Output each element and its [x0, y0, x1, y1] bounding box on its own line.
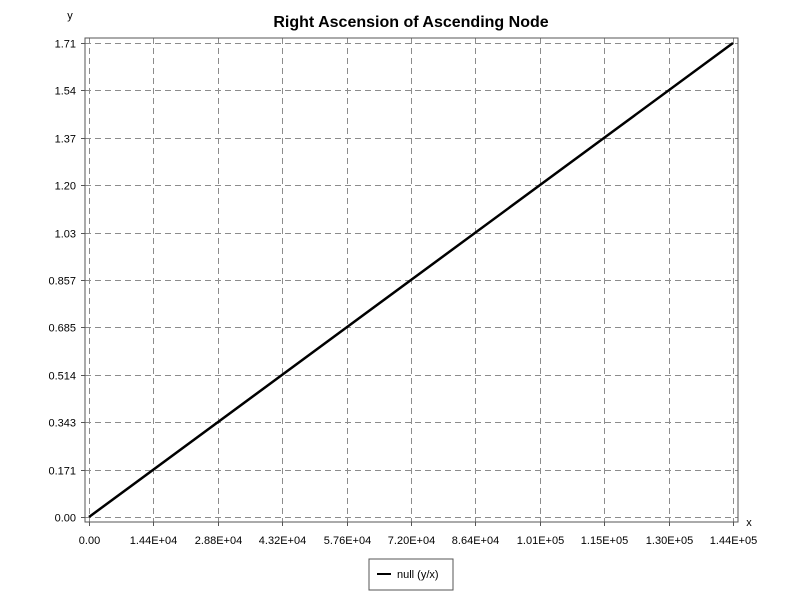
y-tick-label: 0.514 — [48, 371, 76, 383]
x-axis-label: x — [746, 517, 752, 529]
axis-ticks: 0.00 1.44E+04 2.88E+04 4.32E+04 5.76E+04 7.20… — [48, 39, 757, 548]
x-tick-label: 1.15E+05 — [581, 535, 628, 547]
y-tick-label: 1.54 — [55, 86, 76, 98]
x-tick-label: 1.44E+05 — [710, 535, 757, 547]
x-tick-label: 1.01E+05 — [517, 535, 564, 547]
y-tick-label: 0.00 — [55, 513, 76, 525]
x-tick-label: 0.00 — [79, 535, 100, 547]
x-tick-label: 1.30E+05 — [646, 535, 693, 547]
grid-lines — [85, 38, 738, 522]
y-tick-label: 0.171 — [48, 466, 76, 478]
y-tick-label: 0.685 — [48, 323, 76, 335]
x-tick-label: 1.44E+04 — [130, 535, 177, 547]
y-tick-label: 1.37 — [55, 134, 76, 146]
x-tick-label: 2.88E+04 — [195, 535, 242, 547]
legend-label: null (y/x) — [397, 569, 439, 581]
series-line — [88, 41, 734, 519]
x-tick-label: 8.64E+04 — [452, 535, 499, 547]
y-tick-label: 0.857 — [48, 276, 76, 288]
chart-title: Right Ascension of Ascending Node — [273, 14, 548, 31]
x-tick-label: 5.76E+04 — [324, 535, 371, 547]
series-layer — [88, 41, 734, 519]
legend: null (y/x) — [368, 558, 454, 591]
y-tick-label: 1.03 — [55, 229, 76, 241]
y-tick-label: 0.343 — [48, 418, 76, 430]
y-tick-label: 1.20 — [55, 181, 76, 193]
x-tick-label: 7.20E+04 — [388, 535, 435, 547]
x-tick-label: 4.32E+04 — [259, 535, 306, 547]
y-axis-label: y — [67, 10, 73, 22]
y-tick-label: 1.71 — [55, 39, 76, 51]
